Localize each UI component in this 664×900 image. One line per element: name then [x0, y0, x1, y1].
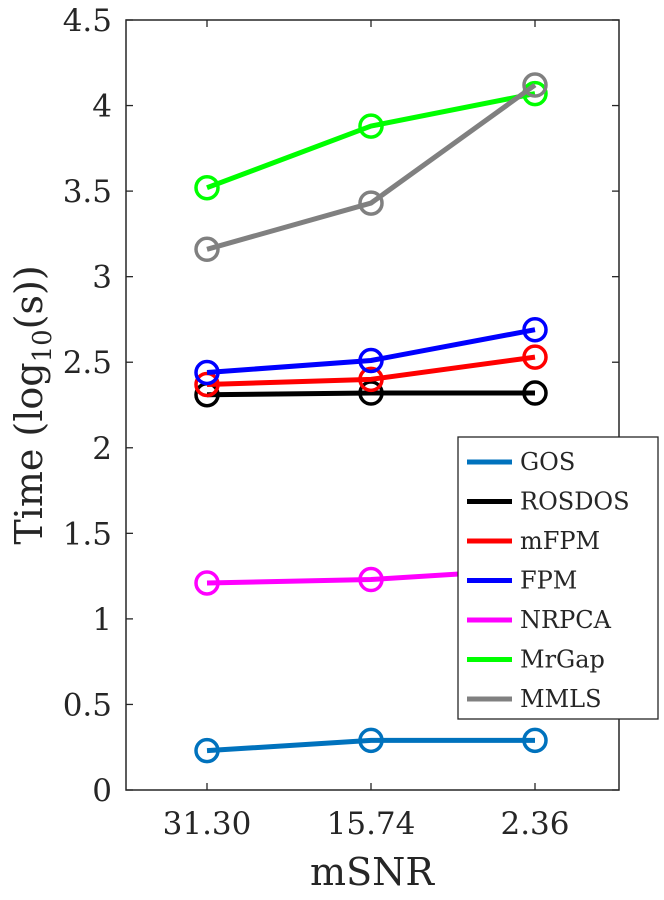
legend-label: mFPM — [520, 527, 600, 555]
data-point — [522, 727, 548, 754]
data-point — [194, 174, 220, 201]
series-line — [206, 737, 535, 754]
series-line — [206, 91, 536, 191]
data-point — [522, 316, 548, 343]
y-axis-title: Time (log10(s)) — [7, 265, 58, 544]
data-point — [358, 113, 384, 139]
series-mfpm — [194, 344, 548, 398]
data-point — [522, 72, 548, 98]
data-point — [358, 566, 384, 593]
data-point — [194, 570, 220, 596]
x-tick-label: 2.36 — [500, 806, 569, 842]
series-mmls — [194, 72, 548, 263]
series-mrgap — [194, 80, 548, 201]
y-tick-label: 1 — [92, 602, 112, 638]
data-point — [358, 380, 384, 406]
legend-label: MrGap — [520, 646, 605, 674]
y-axis: 0 0.5 1 1.5 2 2.5 3 3.5 4 4.5 — [63, 3, 619, 809]
data-point — [522, 344, 548, 370]
x-axis: 31.30 15.74 2.36 — [163, 20, 570, 842]
series-line — [206, 390, 535, 398]
legend-label: ROSDOS — [520, 488, 630, 516]
y-tick-label: 4 — [92, 89, 112, 125]
series-line — [206, 82, 537, 252]
axes-box — [125, 19, 620, 791]
series-line — [206, 327, 536, 375]
legend-label: GOS — [520, 448, 575, 476]
y-tick-label: 4.5 — [63, 3, 112, 39]
y-tick-label: 0.5 — [63, 687, 112, 723]
legend-label: MMLS — [520, 685, 602, 713]
data-point — [358, 727, 384, 754]
x-tick-label: 31.30 — [163, 806, 252, 842]
x-tick-label: 15.74 — [327, 806, 416, 842]
y-axis-title-main: Time (log — [7, 362, 51, 544]
legend: GOS ROSDOS mFPM FPM NRPCA MrGap MMLS — [457, 436, 659, 720]
series-line — [206, 354, 536, 387]
y-axis-title-subscript: 10 — [28, 329, 58, 362]
y-axis-title-unit: (s)) — [7, 265, 51, 329]
y-tick-label: 0 — [92, 773, 112, 809]
data-point — [522, 380, 548, 406]
data-point — [194, 359, 220, 386]
data-point — [358, 190, 384, 216]
data-point — [194, 371, 220, 398]
y-tick-label: 1.5 — [63, 516, 112, 552]
x-axis-title: mSNR — [310, 850, 435, 894]
data-point — [194, 737, 220, 764]
data-point — [358, 366, 384, 393]
y-tick-label: 3.5 — [63, 174, 112, 210]
y-tick-label: 2.5 — [63, 345, 112, 381]
y-tick-label: 3 — [92, 260, 112, 296]
legend-label: FPM — [520, 567, 577, 595]
legend-label: NRPCA — [520, 606, 612, 634]
series-fpm — [194, 316, 548, 386]
data-point — [358, 347, 384, 374]
y-tick-label: 2 — [92, 431, 112, 467]
series-layer — [194, 72, 548, 764]
data-point — [194, 236, 220, 263]
series-gos — [194, 727, 548, 764]
